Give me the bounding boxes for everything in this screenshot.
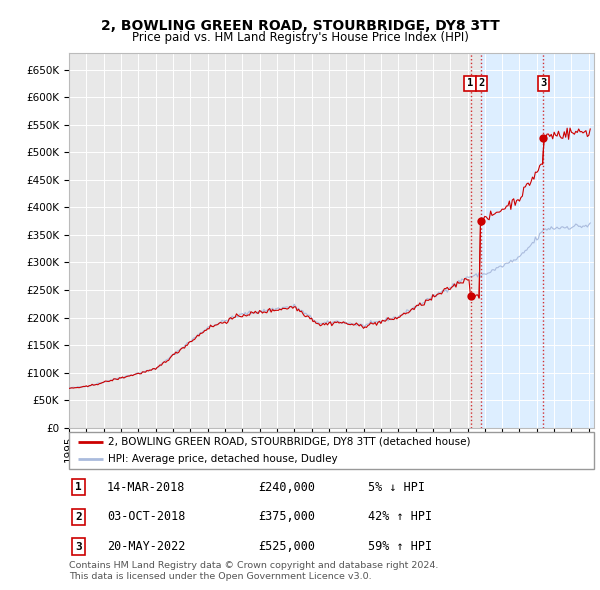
Text: This data is licensed under the Open Government Licence v3.0.: This data is licensed under the Open Gov… <box>69 572 371 581</box>
Text: 2: 2 <box>478 78 485 88</box>
Text: 3: 3 <box>75 542 82 552</box>
FancyBboxPatch shape <box>69 432 594 469</box>
Text: 2, BOWLING GREEN ROAD, STOURBRIDGE, DY8 3TT (detached house): 2, BOWLING GREEN ROAD, STOURBRIDGE, DY8 … <box>109 437 471 447</box>
Bar <box>481 53 594 428</box>
Text: Contains HM Land Registry data © Crown copyright and database right 2024.: Contains HM Land Registry data © Crown c… <box>69 560 439 569</box>
Text: 03-OCT-2018: 03-OCT-2018 <box>107 510 185 523</box>
Text: £240,000: £240,000 <box>258 481 315 494</box>
Text: 1: 1 <box>75 482 82 492</box>
Text: Price paid vs. HM Land Registry's House Price Index (HPI): Price paid vs. HM Land Registry's House … <box>131 31 469 44</box>
Text: 2, BOWLING GREEN ROAD, STOURBRIDGE, DY8 3TT: 2, BOWLING GREEN ROAD, STOURBRIDGE, DY8 … <box>101 19 499 33</box>
Text: 42% ↑ HPI: 42% ↑ HPI <box>368 510 433 523</box>
Text: 14-MAR-2018: 14-MAR-2018 <box>107 481 185 494</box>
Text: 20-MAY-2022: 20-MAY-2022 <box>107 540 185 553</box>
Text: 2: 2 <box>75 512 82 522</box>
Text: 5% ↓ HPI: 5% ↓ HPI <box>368 481 425 494</box>
Text: HPI: Average price, detached house, Dudley: HPI: Average price, detached house, Dudl… <box>109 454 338 464</box>
Text: 3: 3 <box>540 78 547 88</box>
Text: 1: 1 <box>467 78 473 88</box>
Text: 59% ↑ HPI: 59% ↑ HPI <box>368 540 433 553</box>
Text: £525,000: £525,000 <box>258 540 315 553</box>
Text: £375,000: £375,000 <box>258 510 315 523</box>
